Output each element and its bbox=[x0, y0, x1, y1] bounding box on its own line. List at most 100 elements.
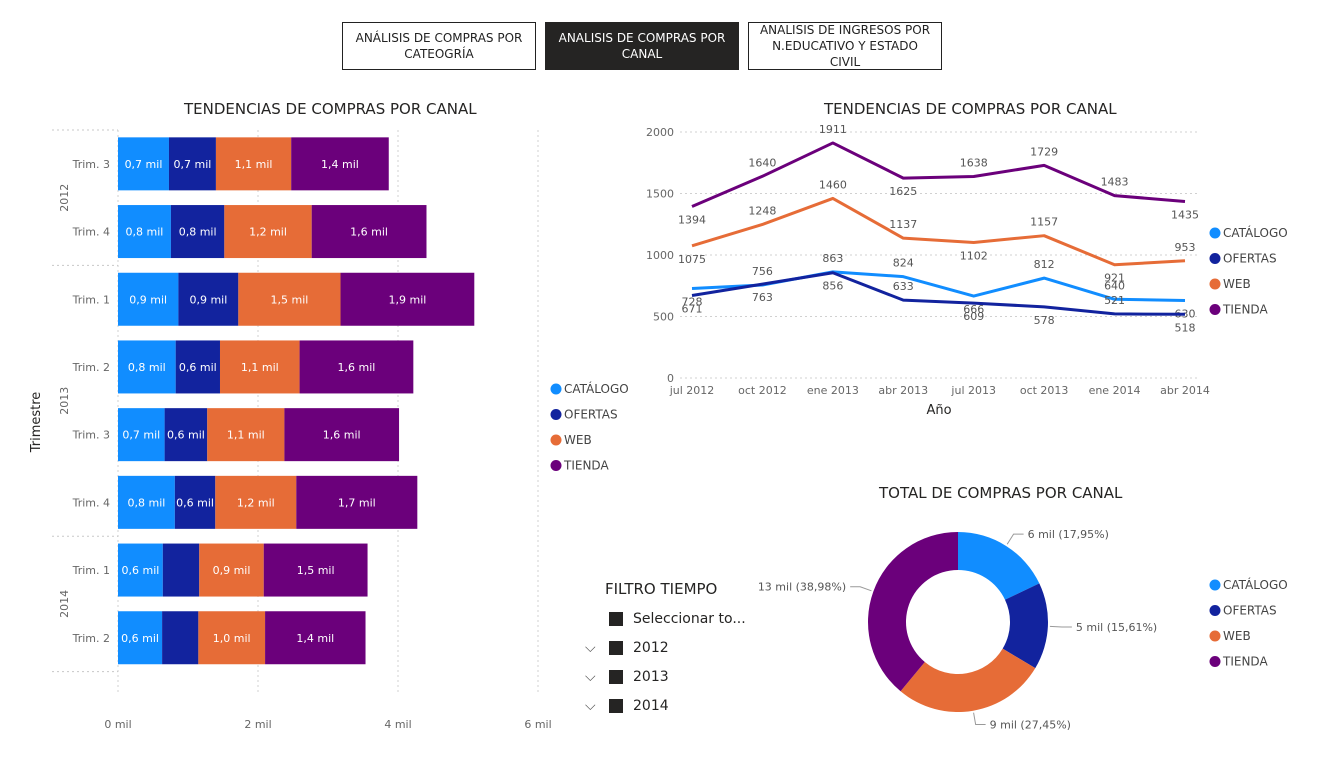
data-label: 1638 bbox=[960, 157, 988, 170]
legend-label: CATÁLOGO bbox=[564, 381, 629, 396]
donut-slice bbox=[958, 532, 1040, 600]
data-label: 1,6 mil bbox=[350, 226, 388, 239]
filter-select-all-label: Seleccionar to... bbox=[633, 611, 746, 627]
filter-year-label: 2014 bbox=[633, 698, 669, 714]
data-label: 633 bbox=[893, 280, 914, 293]
checkbox-icon[interactable] bbox=[609, 670, 623, 684]
bar-chart-title: TENDENCIAS DE COMPRAS POR CANAL bbox=[184, 100, 477, 118]
filter-title: FILTRO TIEMPO bbox=[605, 580, 718, 598]
legend-marker bbox=[1209, 278, 1221, 290]
x-tick-label: abr 2014 bbox=[1160, 384, 1210, 397]
legend-label: WEB bbox=[564, 433, 592, 447]
data-label: 0,6 mil bbox=[167, 429, 205, 442]
data-label: 1,6 mil bbox=[338, 361, 376, 374]
data-label: 1,1 mil bbox=[241, 361, 279, 374]
year-label: 2012 bbox=[58, 184, 71, 212]
data-label: 0,6 mil bbox=[179, 361, 217, 374]
data-label: 1137 bbox=[889, 218, 917, 231]
x-tick-label: 2 mil bbox=[244, 718, 271, 731]
slice-label: 13 mil (38,98%) bbox=[758, 581, 846, 594]
y-tick-label: 1500 bbox=[646, 188, 674, 201]
data-label: 1,1 mil bbox=[227, 429, 265, 442]
legend-marker bbox=[1209, 253, 1221, 264]
bar-segment bbox=[168, 137, 216, 191]
quarter-label: Trim. 1 bbox=[72, 293, 110, 306]
donut-slice bbox=[1002, 583, 1048, 669]
data-label: 521 bbox=[1104, 294, 1125, 307]
data-label: 1,9 mil bbox=[389, 293, 427, 306]
data-label: 0,7 mil bbox=[122, 429, 160, 442]
donut-chart: 6 mil (17,95%) 5 mil (15,61%) 9 mil (27,45… bbox=[758, 528, 1288, 731]
slice-label: 6 mil (17,95%) bbox=[1028, 528, 1109, 541]
tab-ingresos[interactable]: ANALISIS DE INGRESOS POR N.EDUCATIVO Y E… bbox=[748, 22, 942, 70]
filter-year-2014[interactable]: ⌵ 2014 bbox=[585, 695, 669, 717]
bar-segment bbox=[118, 340, 176, 394]
slice-label: 9 mil (27,45%) bbox=[990, 718, 1071, 731]
tab-categoria[interactable]: ANÁLISIS DE COMPRAS POR CATEOGRÍA bbox=[342, 22, 536, 70]
slice-label: 5 mil (15,61%) bbox=[1076, 621, 1157, 634]
data-label: 1,0 mil bbox=[213, 632, 251, 645]
data-label: 1,5 mil bbox=[297, 564, 335, 577]
filter-year-2013[interactable]: ⌵ 2013 bbox=[585, 666, 669, 688]
bar-segment bbox=[263, 543, 368, 597]
x-tick-label: ene 2014 bbox=[1089, 384, 1141, 397]
data-label: 1,6 mil bbox=[323, 429, 361, 442]
data-label: 609 bbox=[963, 310, 984, 323]
data-label: 0,7 mil bbox=[125, 158, 163, 171]
legend-marker bbox=[1209, 630, 1221, 642]
data-label: 0,6 mil bbox=[121, 564, 159, 577]
bar-segment bbox=[198, 611, 266, 665]
y-axis-title: Trimestre bbox=[29, 392, 44, 454]
legend-marker bbox=[1209, 656, 1221, 667]
tab-canal[interactable]: ANALISIS DE COMPRAS POR CANAL bbox=[545, 22, 739, 70]
legend-marker bbox=[550, 460, 562, 471]
chevron-down-icon[interactable]: ⌵ bbox=[585, 669, 596, 685]
checkbox-icon[interactable] bbox=[609, 699, 623, 713]
leader-line bbox=[973, 712, 986, 725]
legend-label: CATÁLOGO bbox=[1223, 577, 1288, 592]
data-label: 0,8 mil bbox=[128, 361, 166, 374]
data-label: 0,8 mil bbox=[128, 496, 166, 509]
chevron-down-icon[interactable]: ⌵ bbox=[585, 698, 596, 714]
bar-segment bbox=[311, 205, 427, 259]
data-label: 824 bbox=[893, 257, 914, 270]
bar-segment bbox=[164, 408, 208, 462]
legend-label: WEB bbox=[1223, 629, 1251, 643]
x-tick-label: jul 2012 bbox=[669, 384, 715, 397]
legend-label: WEB bbox=[1223, 277, 1251, 291]
checkbox-icon[interactable] bbox=[609, 612, 623, 626]
donut-chart-title: TOTAL DE COMPRAS POR CANAL bbox=[879, 484, 1123, 502]
data-label: 1,1 mil bbox=[235, 158, 273, 171]
x-tick-label: ene 2013 bbox=[807, 384, 859, 397]
filter-select-all[interactable]: Seleccionar to... bbox=[585, 608, 746, 630]
donut-slice bbox=[868, 532, 958, 692]
x-tick-label: oct 2012 bbox=[738, 384, 787, 397]
x-axis-title: Año bbox=[926, 403, 951, 418]
data-label: 1,4 mil bbox=[321, 158, 359, 171]
checkbox-icon[interactable] bbox=[609, 641, 623, 655]
legend-marker bbox=[1209, 227, 1221, 239]
data-label: 0,9 mil bbox=[213, 564, 251, 577]
filter-year-2012[interactable]: ⌵ 2012 bbox=[585, 637, 669, 659]
data-label: 1248 bbox=[748, 204, 776, 217]
year-label: 2014 bbox=[58, 590, 71, 618]
data-label: 1640 bbox=[748, 156, 776, 169]
bar-segment bbox=[215, 475, 297, 529]
chevron-down-icon[interactable]: ⌵ bbox=[585, 640, 596, 656]
bar-segment bbox=[118, 272, 179, 326]
data-label: 856 bbox=[822, 280, 843, 293]
data-label: 1,2 mil bbox=[237, 496, 275, 509]
series-line bbox=[691, 196, 1186, 267]
legend-marker bbox=[550, 409, 562, 420]
bar-segment bbox=[296, 475, 418, 529]
leader-line bbox=[1049, 625, 1072, 628]
data-label: 578 bbox=[1034, 314, 1055, 327]
quarter-label: Trim. 2 bbox=[72, 632, 110, 645]
data-label: 0,8 mil bbox=[126, 226, 164, 239]
bar-segment bbox=[291, 137, 389, 191]
data-label: 0,6 mil bbox=[121, 632, 159, 645]
leader-line bbox=[850, 586, 872, 592]
quarter-label: Trim. 3 bbox=[72, 158, 110, 171]
bar-segment bbox=[238, 272, 341, 326]
bar-segment bbox=[118, 611, 163, 665]
